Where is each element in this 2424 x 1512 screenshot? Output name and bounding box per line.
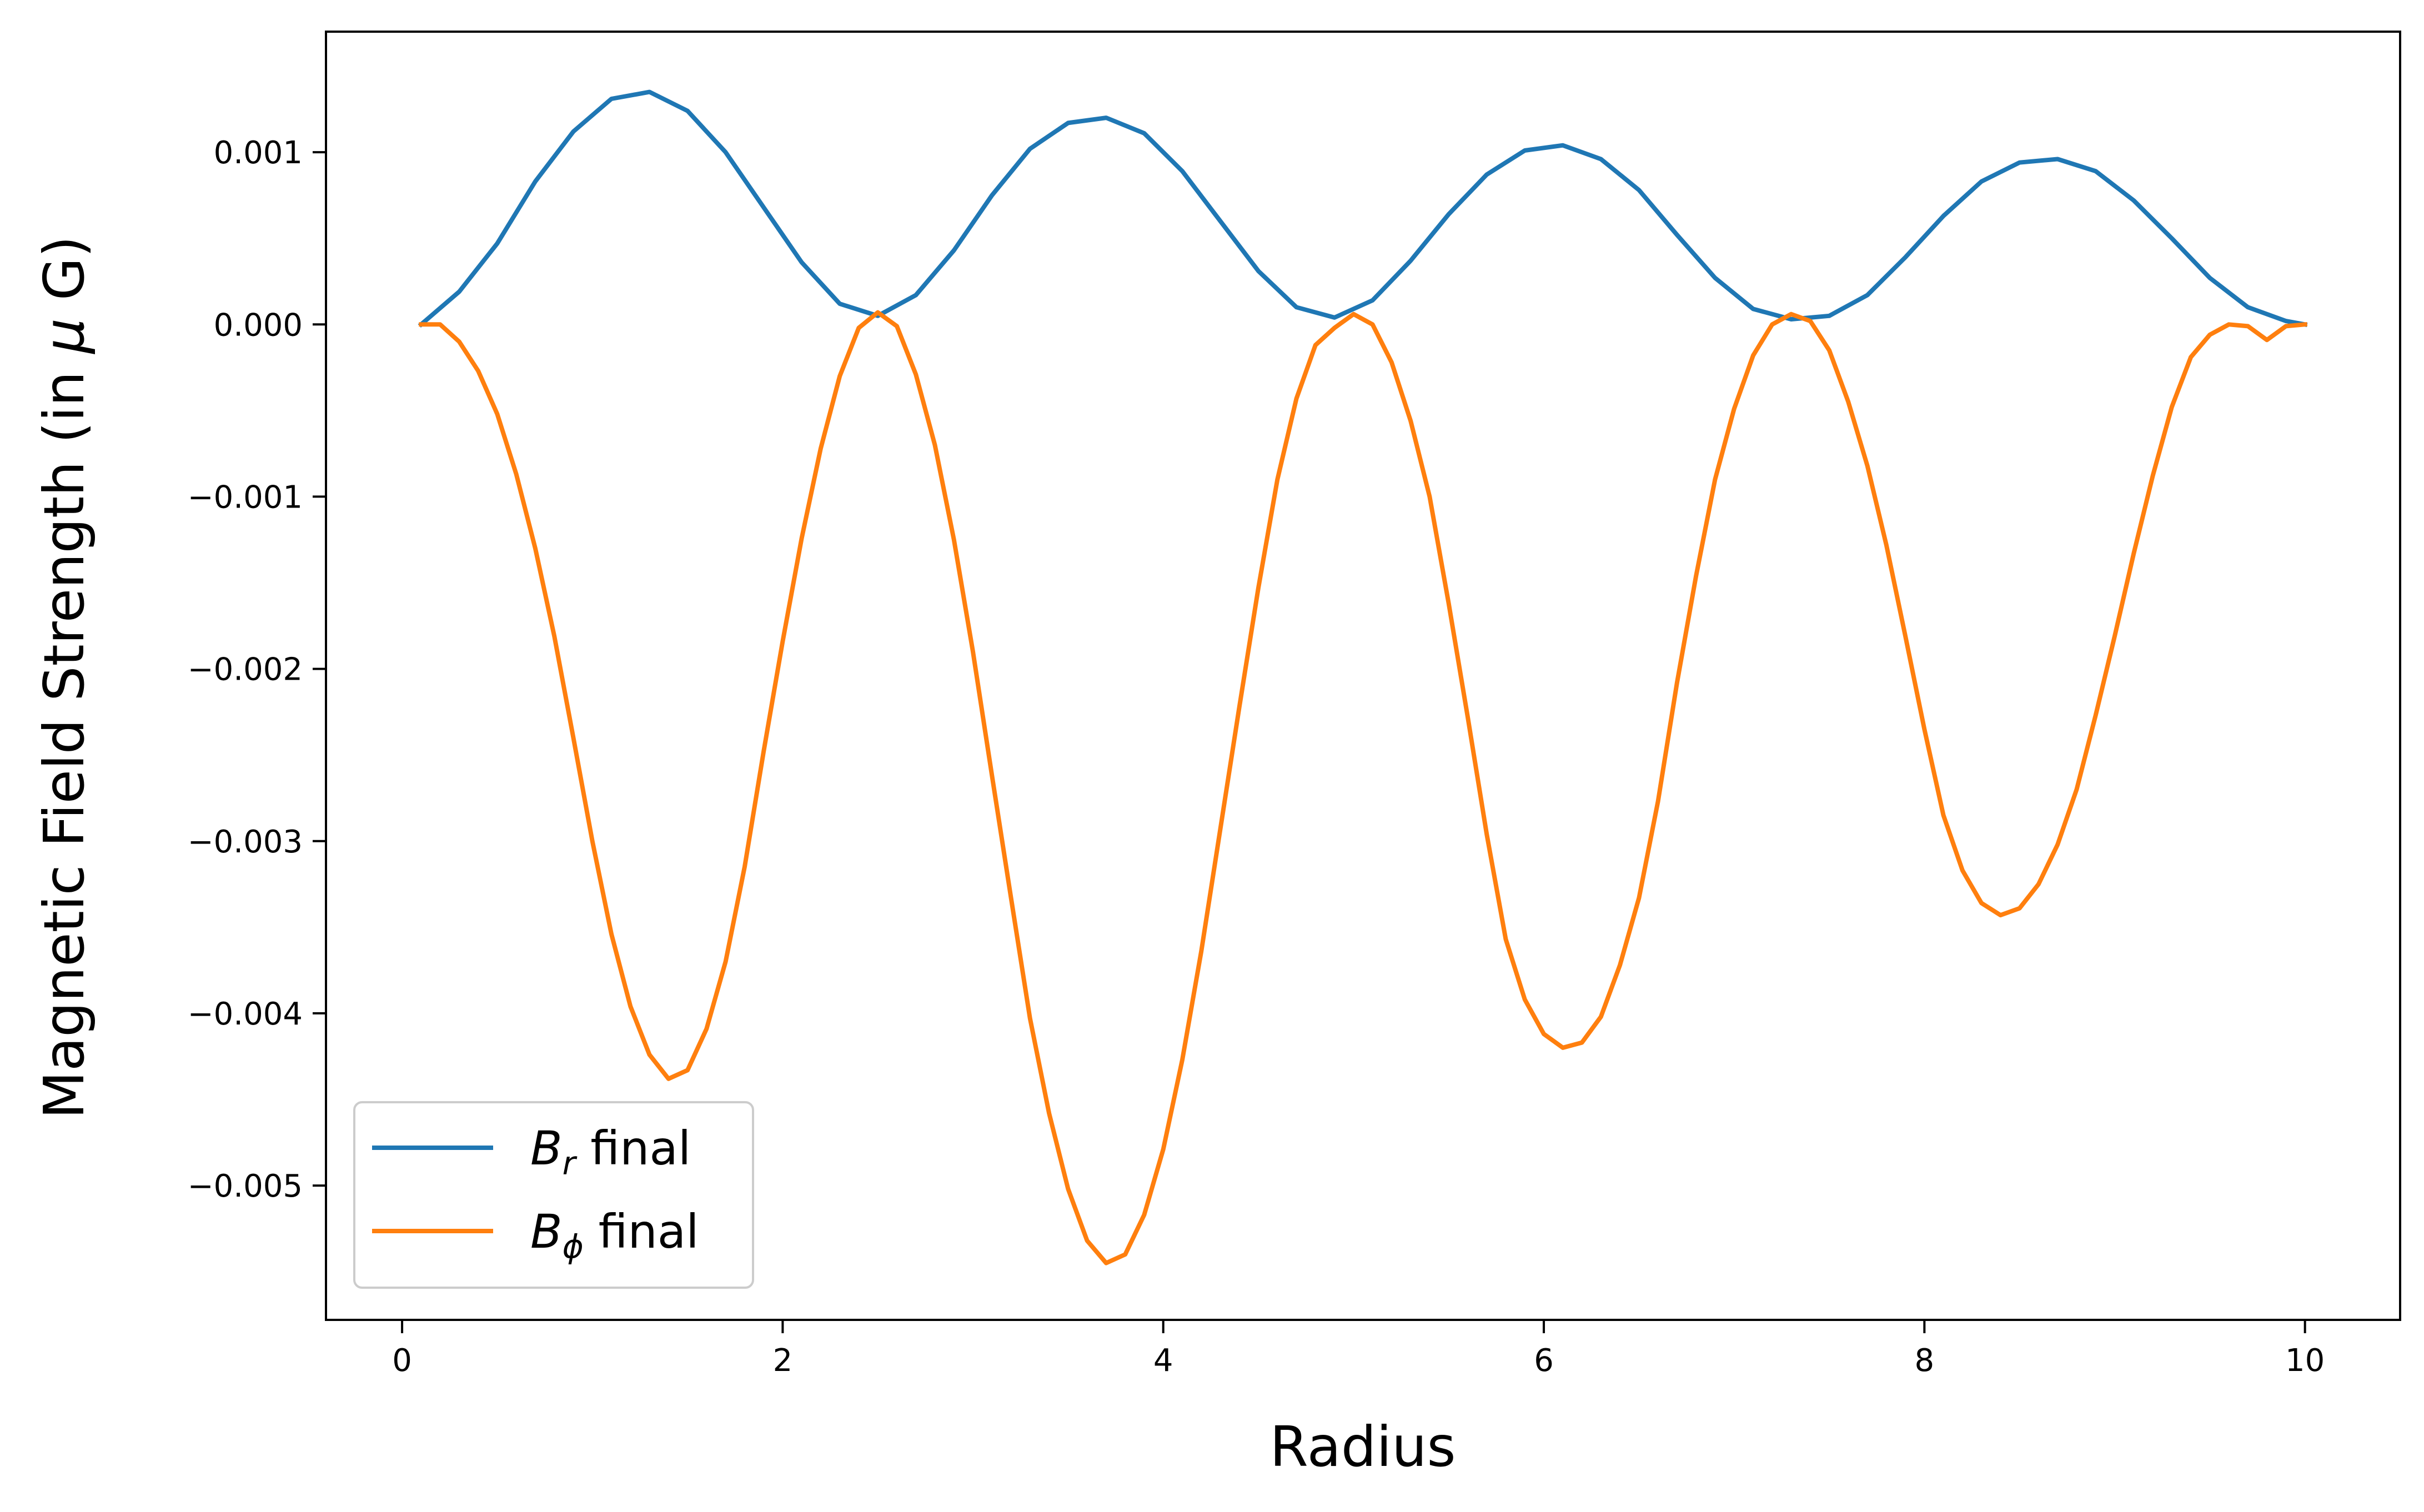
- y-axis-title: Magnetic Field Strength (in μ G): [32, 236, 97, 1119]
- plot-lines: [418, 89, 2308, 1265]
- x-tick-label: 10: [2285, 1343, 2325, 1379]
- x-axis: 0 2 4 6 8 10: [392, 1320, 2325, 1379]
- series-line-br: [418, 89, 2308, 328]
- y-tick-label: −0.004: [188, 996, 303, 1032]
- x-tick-label: 6: [1534, 1343, 1554, 1379]
- legend-label-br: Br final: [530, 1121, 691, 1182]
- series-line-bphi: [419, 310, 2308, 1265]
- x-tick-label: 8: [1915, 1343, 1935, 1379]
- y-axis-title-prefix: Magnetic Field Strength (in: [32, 354, 97, 1119]
- legend-label-bphi-main: B: [530, 1204, 563, 1259]
- y-tick-label: −0.002: [188, 652, 303, 688]
- legend-label-bphi: Bϕ final: [530, 1204, 699, 1265]
- y-tick-label: 0.000: [214, 307, 303, 343]
- y-axis-title-mu: μ: [32, 318, 97, 355]
- y-axis-title-suffix: G): [32, 236, 97, 318]
- y-tick-label: −0.005: [188, 1168, 303, 1204]
- y-axis: 0.001 0.000 −0.001 −0.002 −0.003 −0.004 −0.005: [188, 135, 326, 1204]
- x-tick-label: 0: [392, 1343, 412, 1379]
- legend-label-br-sub: r: [563, 1144, 578, 1182]
- legend-label-bphi-sub: ϕ: [563, 1228, 584, 1265]
- plot-frame: [325, 31, 2401, 1321]
- legend-label-br-suffix: final: [576, 1121, 691, 1176]
- y-tick-label: −0.003: [188, 824, 303, 860]
- x-tick-label: 4: [1153, 1343, 1173, 1379]
- x-tick-label: 2: [773, 1343, 793, 1379]
- legend-label-bphi-suffix: final: [584, 1204, 699, 1259]
- legend: Br final Bϕ final: [353, 1101, 754, 1289]
- y-tick-label: 0.001: [214, 135, 303, 171]
- y-tick-label: −0.001: [188, 479, 303, 515]
- x-axis-title: Radius: [1269, 1414, 1456, 1479]
- legend-label-br-main: B: [530, 1121, 563, 1176]
